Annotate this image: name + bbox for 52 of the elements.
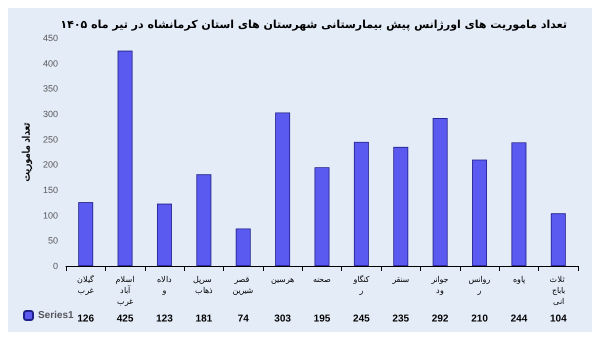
- x-tick-label: گیلانغرب: [77, 274, 94, 295]
- y-tick-label: 0: [52, 261, 58, 271]
- x-tick-label: اسلام آباد غرب: [116, 275, 135, 306]
- bar: [196, 174, 212, 266]
- bar: [354, 142, 369, 266]
- bar: [156, 204, 172, 266]
- data-label: 303: [274, 314, 292, 324]
- y-tick-label: 150: [42, 185, 58, 195]
- x-tick-label: صحنه: [313, 275, 331, 284]
- y-tick-label: 50: [48, 236, 58, 246]
- bar: [236, 228, 251, 266]
- y-axis-title: تعداد ماموریت: [22, 122, 32, 182]
- data-label: 210: [471, 314, 488, 324]
- bar: [393, 146, 408, 266]
- data-label: 181: [196, 314, 213, 324]
- y-tick-label: 400: [42, 58, 58, 68]
- bar: [432, 118, 448, 266]
- bar: [472, 160, 488, 266]
- bar: [550, 213, 566, 266]
- legend-label: Series1: [38, 310, 74, 321]
- x-tick-label: سنقر: [391, 275, 410, 284]
- x-tick-label: کنگاور: [352, 274, 370, 295]
- data-label: 235: [392, 314, 410, 324]
- x-tick-label: روانسر: [468, 275, 491, 295]
- bar: [314, 167, 330, 266]
- chart-title: تعداد ماموریت های اورژانس پیش بیمارستانی شهرستان های استان کرمانشاه در تیر ماه ۱۴۰۵: [60, 18, 568, 31]
- data-label: 74: [238, 314, 250, 324]
- x-tick-label: دالاهو: [156, 275, 172, 295]
- bar: [275, 112, 290, 266]
- y-tick-label: 350: [42, 84, 58, 94]
- x-tick-label: پاوه: [512, 275, 525, 284]
- y-tick-label: 250: [42, 134, 58, 144]
- x-tick-label: قصر شیرین: [232, 275, 254, 295]
- y-tick-label: 100: [42, 210, 58, 220]
- data-label: 245: [353, 314, 370, 324]
- x-tick-label: ثلاث باباجانی: [550, 275, 567, 306]
- bar: [118, 50, 133, 266]
- y-tick-label: 450: [42, 33, 58, 43]
- data-label: 244: [510, 314, 528, 324]
- x-tick-label: سرپل ذهاب: [193, 275, 214, 295]
- data-label: 123: [156, 314, 174, 324]
- y-tick-label: 300: [42, 109, 58, 119]
- bar: [78, 202, 94, 266]
- x-tick-label: هرسین: [271, 275, 294, 284]
- data-label: 104: [550, 314, 568, 324]
- y-tick-label: 200: [42, 160, 58, 170]
- data-label: 292: [432, 314, 449, 324]
- bar: [511, 142, 526, 266]
- x-tick-label: جوانرود: [430, 275, 449, 295]
- data-label: 425: [116, 314, 134, 324]
- data-label: 195: [314, 314, 331, 324]
- data-label: 126: [77, 314, 94, 324]
